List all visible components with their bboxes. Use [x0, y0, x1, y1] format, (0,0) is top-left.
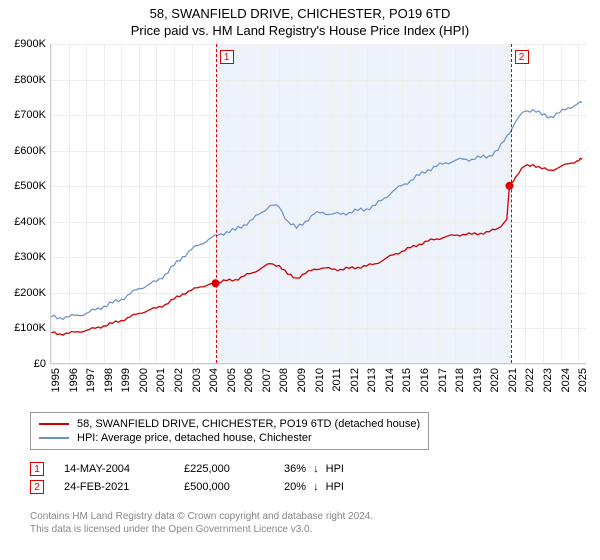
y-tick-label: £400K [14, 216, 46, 228]
x-tick-label: 1996 [68, 368, 80, 392]
y-tick-label: £900K [14, 38, 46, 50]
y-tick-label: £100K [14, 322, 46, 334]
event-row: 1 14-MAY-2004 £225,000 36% HPI [30, 460, 384, 478]
x-tick-label: 2021 [507, 368, 519, 392]
footer-line1: Contains HM Land Registry data © Crown c… [30, 510, 373, 523]
x-tick-label: 2023 [542, 368, 554, 392]
event-price: £225,000 [184, 463, 264, 475]
x-tick-label: 2022 [524, 368, 536, 392]
title-subtitle: Price paid vs. HM Land Registry's House … [0, 23, 600, 38]
series-line [51, 102, 582, 320]
legend-row-hpi: HPI: Average price, detached house, Chic… [39, 431, 420, 445]
title-address: 58, SWANFIELD DRIVE, CHICHESTER, PO19 6T… [0, 6, 600, 21]
event-marker-box: 2 [515, 50, 529, 64]
x-tick-label: 2008 [278, 368, 290, 392]
footer-line2: This data is licensed under the Open Gov… [30, 523, 373, 536]
y-tick-label: £500K [14, 180, 46, 192]
y-tick-label: £600K [14, 145, 46, 157]
chart-area: 12 [50, 44, 586, 364]
x-tick-label: 2000 [138, 368, 150, 392]
event-date: 14-MAY-2004 [64, 463, 164, 475]
events-table: 1 14-MAY-2004 £225,000 36% HPI 2 24-FEB-2021 £… [30, 460, 384, 496]
x-tick-label: 2020 [489, 368, 501, 392]
legend-swatch [39, 423, 69, 425]
event-number: 2 [30, 480, 44, 494]
x-tick-label: 2018 [454, 368, 466, 392]
x-tick-label: 2001 [155, 368, 167, 392]
x-tick-label: 2019 [472, 368, 484, 392]
y-tick-label: £800K [14, 74, 46, 86]
x-tick-label: 2006 [243, 368, 255, 392]
x-tick-label: 2015 [401, 368, 413, 392]
x-tick-label: 2003 [191, 368, 203, 392]
event-price: £500,000 [184, 481, 264, 493]
x-tick-label: 2011 [331, 368, 343, 392]
y-tick-label: £200K [14, 287, 46, 299]
x-tick-label: 2009 [296, 368, 308, 392]
series-line [51, 158, 582, 335]
y-axis: £0£100K£200K£300K£400K£500K£600K£700K£80… [0, 44, 50, 364]
x-tick-label: 1997 [85, 368, 97, 392]
x-tick-label: 1999 [120, 368, 132, 392]
title-block: 58, SWANFIELD DRIVE, CHICHESTER, PO19 6T… [0, 0, 600, 38]
x-tick-label: 1998 [103, 368, 115, 392]
x-tick-label: 2016 [419, 368, 431, 392]
legend-swatch [39, 437, 69, 439]
footer: Contains HM Land Registry data © Crown c… [30, 510, 373, 536]
chart-svg [51, 44, 586, 363]
event-line [216, 44, 217, 363]
x-tick-label: 2017 [437, 368, 449, 392]
x-axis: 1995 1996 1997 1998 1999 2000 2001 2002 2003 2004… [50, 364, 586, 404]
x-tick-label: 1995 [50, 368, 62, 392]
chart-container: 58, SWANFIELD DRIVE, CHICHESTER, PO19 6T… [0, 0, 600, 560]
legend-label: HPI: Average price, detached house, Chic… [77, 432, 312, 444]
event-date: 24-FEB-2021 [64, 481, 164, 493]
event-row: 2 24-FEB-2021 £500,000 20% HPI [30, 478, 384, 496]
x-tick-label: 2013 [366, 368, 378, 392]
x-tick-label: 2010 [314, 368, 326, 392]
legend-row-property: 58, SWANFIELD DRIVE, CHICHESTER, PO19 6T… [39, 417, 420, 431]
x-tick-label: 2024 [560, 368, 572, 392]
event-delta: 36% HPI [284, 463, 384, 475]
y-tick-label: £700K [14, 109, 46, 121]
x-tick-label: 2004 [208, 368, 220, 392]
x-tick-label: 2014 [384, 368, 396, 392]
sale-marker-dot [505, 182, 513, 190]
legend-label: 58, SWANFIELD DRIVE, CHICHESTER, PO19 6T… [77, 418, 420, 430]
y-tick-label: £300K [14, 251, 46, 263]
x-tick-label: 2005 [226, 368, 238, 392]
legend: 58, SWANFIELD DRIVE, CHICHESTER, PO19 6T… [30, 412, 429, 450]
x-tick-label: 2007 [261, 368, 273, 392]
event-marker-box: 1 [220, 50, 234, 64]
event-delta: 20% HPI [284, 481, 384, 493]
x-tick-label: 2012 [349, 368, 361, 392]
event-number: 1 [30, 462, 44, 476]
y-tick-label: £0 [34, 358, 46, 370]
x-tick-label: 2002 [173, 368, 185, 392]
x-tick-label: 2025 [577, 368, 589, 392]
event-line [511, 44, 512, 363]
